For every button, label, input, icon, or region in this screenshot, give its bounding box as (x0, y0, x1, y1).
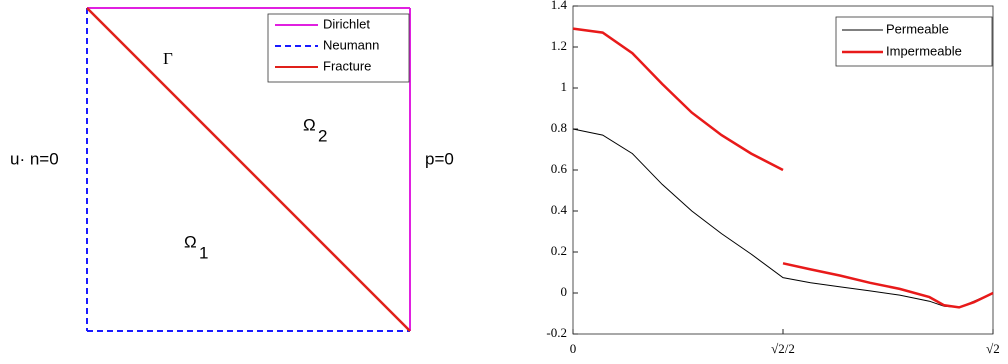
fracture-label: Γ (163, 49, 173, 68)
y-tick-label: -0.2 (546, 325, 567, 340)
x-tick-label: 0 (570, 341, 577, 356)
legend: Dirichlet Neumann Fracture (275, 16, 379, 73)
y-tick-label: 0.8 (551, 120, 567, 135)
legend-label: Permeable (886, 21, 949, 36)
line-chart: -0.200.20.40.60.811.21.40 √2/2 √2Permeable… (546, 0, 999, 356)
legend-box (835, 16, 993, 67)
series-line (572, 128, 994, 308)
series-line (572, 27, 994, 309)
y-tick-label: 0.2 (551, 243, 567, 258)
legend-label: Fracture (323, 58, 371, 73)
y-tick-label: 0 (561, 284, 568, 299)
domain-subscript: 2 (318, 126, 327, 145)
fracture (86, 7, 411, 332)
y-tick-label: 0.6 (551, 161, 568, 176)
y-tick-label: 1.4 (551, 0, 568, 12)
domain-diagram: Γ Ω 1 Ω 2 u· n=0 p=0 Dirichlet Neumann Fra… (10, 7, 454, 332)
x-tick-label: √2/2 (771, 341, 795, 356)
right-condition: p=0 (425, 149, 454, 168)
domain-subscript: 1 (199, 243, 208, 262)
legend-label: Impermeable (886, 43, 962, 58)
y-tick-label: 0.4 (551, 202, 568, 217)
y-tick-label: 1 (561, 79, 568, 94)
legend-label: Dirichlet (323, 16, 370, 31)
legend-label: Neumann (323, 37, 379, 52)
left-condition: u· n=0 (10, 149, 59, 168)
domain-label: Ω (303, 115, 316, 134)
y-tick-label: 1.2 (551, 38, 567, 53)
x-tick-label: √2 (986, 341, 1000, 356)
domain-label: Ω (184, 232, 197, 251)
